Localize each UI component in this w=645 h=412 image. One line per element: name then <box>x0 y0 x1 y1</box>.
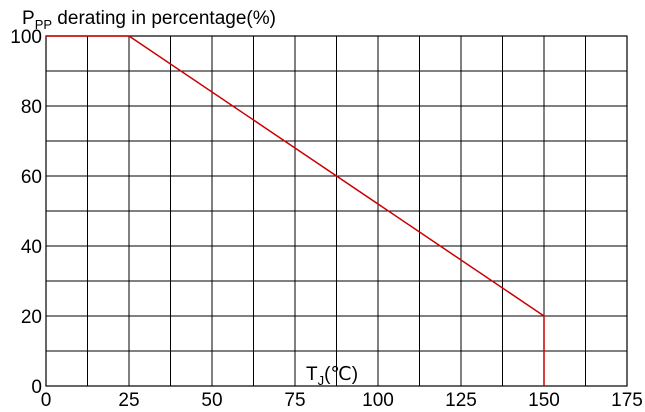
x-tick-label-25: 25 <box>118 390 139 411</box>
y-tick-labels: 0 20 40 60 80 100 <box>10 27 42 398</box>
x-tick-label-0: 0 <box>41 390 52 411</box>
x-axis-label: TJ(℃) <box>306 364 358 388</box>
x-axis-label-main: T <box>306 364 318 385</box>
y-axis-label: PPP derating in percentage(%) <box>22 8 276 32</box>
chart-series <box>46 35 545 386</box>
y-tick-label-60: 60 <box>21 167 42 188</box>
x-tick-label-150: 150 <box>528 390 560 411</box>
x-axis-label-sub: J <box>318 373 325 388</box>
y-axis-label-sub: PP <box>35 17 52 32</box>
x-axis-label-rest: (℃) <box>324 364 358 385</box>
x-tick-label-75: 75 <box>284 390 305 411</box>
x-tick-label-100: 100 <box>362 390 394 411</box>
x-tick-label-175: 175 <box>611 390 643 411</box>
x-tick-label-125: 125 <box>445 390 477 411</box>
x-tick-labels: 0 25 50 75 100 125 150 175 <box>41 390 643 411</box>
y-axis-label-main: P <box>22 8 35 29</box>
x-tick-label-50: 50 <box>201 390 222 411</box>
plot-frame <box>45 35 628 387</box>
series-line-0 <box>46 35 545 386</box>
y-axis-label-rest: derating in percentage(%) <box>52 8 276 29</box>
y-tick-label-100: 100 <box>10 27 42 48</box>
chart-grid <box>45 35 628 387</box>
y-tick-label-0: 0 <box>31 377 42 398</box>
y-tick-label-40: 40 <box>21 237 42 258</box>
y-tick-label-20: 20 <box>21 307 42 328</box>
y-tick-label-80: 80 <box>21 97 42 118</box>
